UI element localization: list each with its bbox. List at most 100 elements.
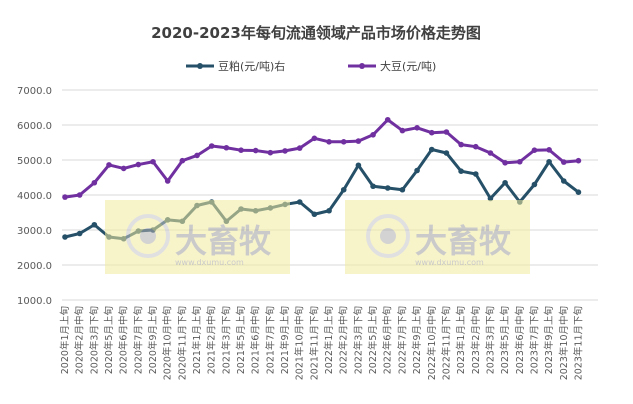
data-point (560, 159, 567, 165)
data-point (502, 179, 508, 186)
x-tick-label: 2023年1月上旬 (455, 306, 467, 374)
data-point (443, 129, 450, 135)
x-tick-label: 2022年10月中旬 (426, 306, 438, 380)
y-tick-label: 5000.0 (17, 156, 52, 167)
data-point (472, 143, 479, 150)
data-point (546, 147, 552, 153)
data-point (575, 157, 582, 164)
x-tick-label: 2020年1月上旬 (59, 306, 71, 374)
data-point (326, 139, 332, 145)
data-point (399, 186, 406, 193)
data-point (472, 171, 479, 177)
data-point (399, 127, 406, 134)
x-tick-label: 2023年10月中旬 (558, 306, 570, 380)
y-tick-label: 6000.0 (17, 121, 52, 132)
x-tick-label: 2020年9月上旬 (147, 306, 159, 374)
x-tick-label: 2022年9月上旬 (411, 306, 423, 374)
y-tick-label: 1000.0 (17, 296, 52, 307)
data-point (311, 211, 318, 218)
watermark-logo-text: 大畜牧 (415, 222, 512, 260)
data-point (502, 160, 508, 166)
x-tick-label: 2023年5月上旬 (499, 306, 511, 374)
x-tick-label: 2021年11月下旬 (308, 306, 320, 380)
data-point (238, 147, 244, 153)
data-point (179, 157, 186, 164)
data-point (62, 234, 68, 240)
data-point (62, 194, 68, 200)
legend-item-soymeal[interactable]: 豆粕(元/吨)右 (186, 59, 285, 73)
data-point (106, 162, 112, 168)
y-tick-label: 3000.0 (17, 226, 52, 237)
data-point (223, 144, 230, 151)
data-point (487, 195, 494, 202)
data-point (355, 138, 362, 144)
data-point (575, 189, 582, 195)
watermark-url-text: www.dxumu.com (415, 258, 484, 267)
y-axis: 7000.0 6000.0 5000.0 4000.0 3000.0 2000.0 1000… (17, 86, 52, 307)
data-point (311, 135, 318, 142)
data-point (296, 145, 303, 151)
x-tick-label: 2021年3月下旬 (220, 306, 232, 374)
data-point (443, 150, 450, 156)
x-tick-label: 2023年7月下旬 (528, 306, 540, 374)
data-point (384, 116, 391, 123)
x-tick-label: 2023年9月上旬 (543, 306, 555, 374)
data-point (340, 139, 347, 145)
data-point (120, 165, 127, 172)
x-tick-label: 2021年6月中旬 (250, 306, 262, 374)
data-point (340, 186, 347, 193)
data-point (76, 230, 83, 237)
x-axis: 2020年1月上旬 2020年2月中旬 2020年3月下旬 2020年5月上旬 2020… (59, 306, 584, 380)
series-soybean (62, 116, 582, 200)
data-point (560, 178, 567, 184)
data-point (150, 158, 156, 165)
data-point (531, 147, 538, 153)
x-tick-label: 2023年2月中旬 (470, 306, 482, 374)
legend-item-soybean[interactable]: 大豆(元/吨) (348, 59, 436, 73)
x-tick-label: 2022年1月上旬 (323, 306, 335, 374)
data-point (135, 161, 142, 168)
watermark-right: 大畜牧 www.dxumu.com (345, 200, 530, 274)
x-tick-label: 2022年3月下旬 (352, 306, 364, 374)
data-point (531, 181, 538, 188)
x-tick-label: 2021年1月上旬 (191, 306, 203, 374)
data-point (516, 158, 523, 165)
data-point (194, 152, 200, 159)
data-point (355, 162, 362, 169)
data-point (487, 150, 494, 156)
x-tick-label: 2022年5月上旬 (367, 306, 379, 374)
data-point (91, 221, 98, 228)
data-point (414, 167, 420, 174)
data-point (546, 158, 552, 165)
legend: 豆粕(元/吨)右 大豆(元/吨) (186, 59, 436, 73)
x-tick-label: 2023年3月下旬 (484, 306, 496, 374)
data-point (296, 199, 303, 205)
data-point (414, 125, 420, 131)
data-point (267, 149, 274, 156)
x-tick-label: 2020年10月中旬 (162, 306, 174, 380)
x-tick-label: 2021年7月下旬 (264, 306, 276, 374)
data-point (370, 132, 376, 138)
x-tick-label: 2020年2月中旬 (74, 306, 86, 374)
y-tick-label: 2000.0 (17, 261, 52, 272)
x-tick-label: 2022年2月中旬 (338, 306, 350, 374)
data-point (458, 168, 464, 174)
data-point (458, 141, 464, 148)
y-tick-label: 7000.0 (17, 86, 52, 97)
data-point (326, 207, 332, 214)
legend-label-soybean: 大豆(元/吨) (380, 59, 436, 73)
data-point (428, 129, 435, 136)
data-point (370, 183, 376, 190)
data-point (384, 185, 391, 191)
data-point (164, 178, 171, 184)
x-tick-label: 2021年10月中旬 (294, 306, 306, 380)
x-tick-label: 2023年11月下旬 (572, 306, 584, 380)
x-tick-label: 2023年6月中旬 (514, 306, 526, 374)
x-tick-label: 2021年2月中旬 (206, 306, 218, 374)
watermark-url-text: www.dxumu.com (175, 258, 244, 267)
x-tick-label: 2020年3月下旬 (88, 306, 100, 374)
y-tick-label: 4000.0 (17, 191, 52, 202)
x-tick-label: 2021年5月上旬 (235, 306, 247, 374)
watermark-left: 大畜牧 www.dxumu.com (105, 200, 290, 274)
